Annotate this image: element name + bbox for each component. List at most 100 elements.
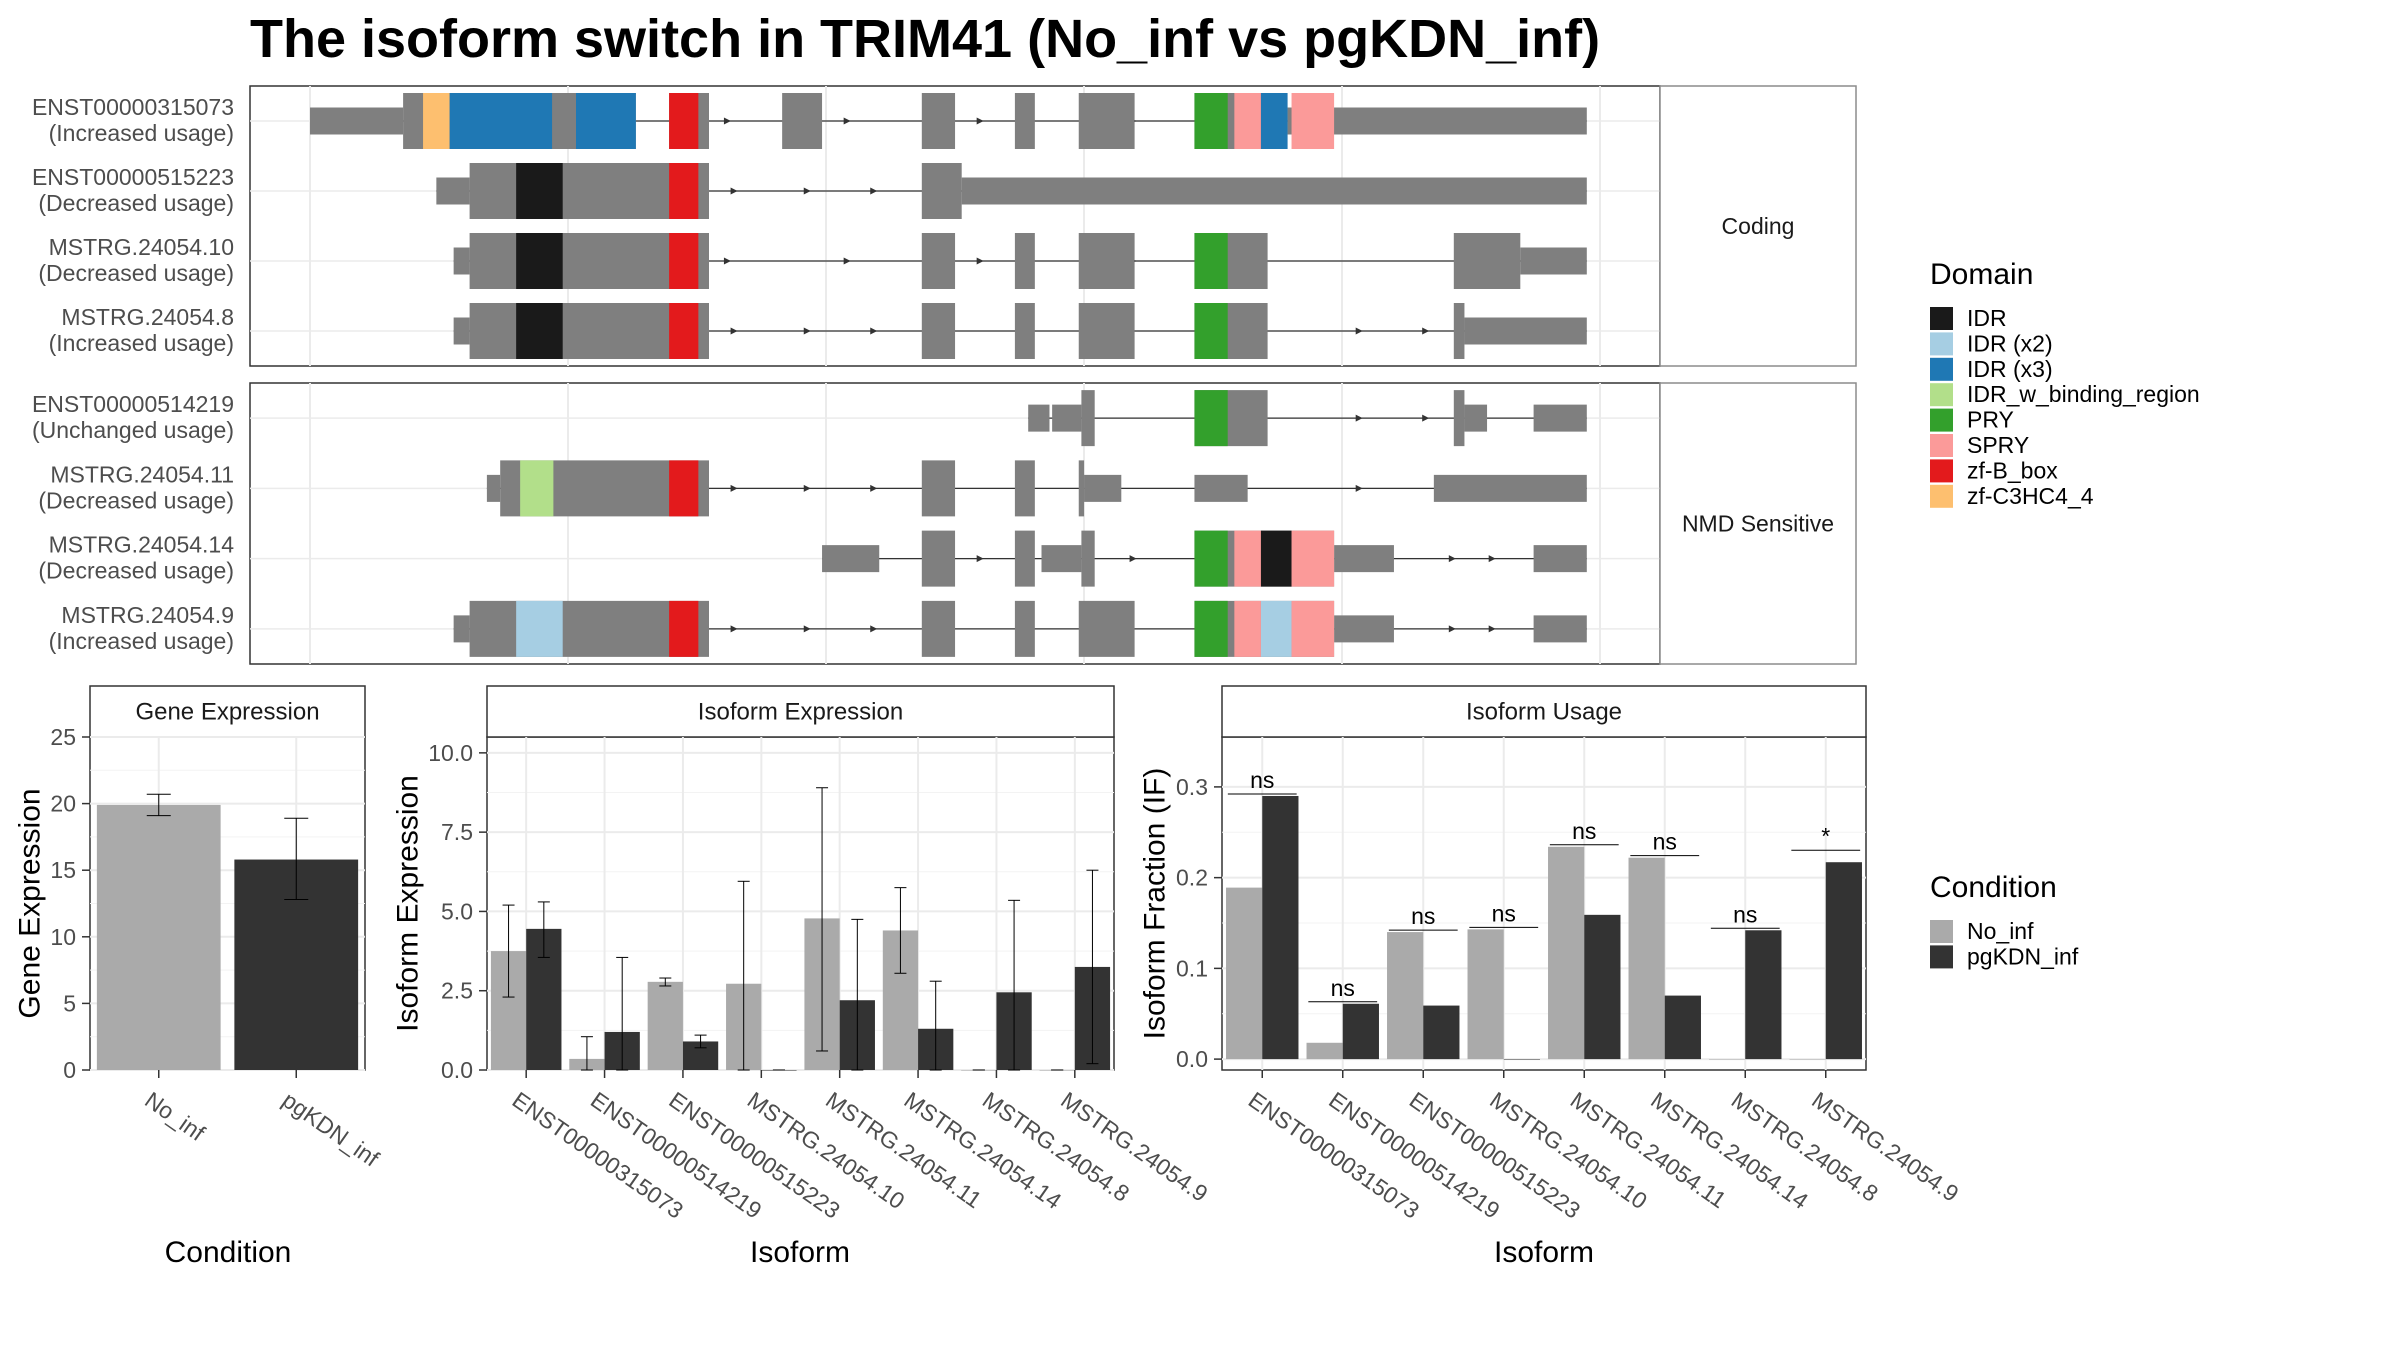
domain-block xyxy=(669,163,699,219)
y-tick-label: 20 xyxy=(50,791,76,817)
error-bar xyxy=(816,787,829,1052)
x-axis-title: Condition xyxy=(165,1236,292,1269)
utr-exon xyxy=(1433,474,1587,502)
transcript-row: MSTRG.24054.9(Increased usage) xyxy=(49,600,1587,657)
transcript-name: ENST00000514219 xyxy=(32,391,234,417)
cds-exon xyxy=(1078,93,1135,149)
domain-block xyxy=(516,600,563,657)
facet-strip xyxy=(1221,685,1867,738)
legend-label: zf-B_box xyxy=(1967,457,2058,483)
domain-block xyxy=(449,93,553,149)
domain-block xyxy=(1260,530,1292,587)
domain-block xyxy=(669,233,699,289)
bar xyxy=(1503,1059,1540,1060)
legend-label: SPRY xyxy=(1967,432,2029,458)
domain-block xyxy=(423,93,450,149)
x-tick-label: MSTRG.24054.9 xyxy=(1807,1087,1963,1207)
strand-arrow xyxy=(730,327,738,335)
y-tick-label: 7.5 xyxy=(441,819,473,845)
utr-exon xyxy=(1287,107,1587,135)
bar xyxy=(96,804,221,1070)
cds-exon xyxy=(921,163,962,219)
facet-label: Coding xyxy=(1722,213,1795,239)
utr-exon xyxy=(1464,317,1587,345)
figure-title: The isoform switch in TRIM41 (No_inf vs … xyxy=(250,9,1600,69)
chart-title: Isoform Usage xyxy=(1466,699,1622,726)
strand-arrow xyxy=(1488,555,1496,563)
bar xyxy=(1342,1003,1379,1060)
utr-exon xyxy=(453,615,470,643)
strand-arrow xyxy=(730,625,738,633)
domain-block xyxy=(1194,233,1228,289)
bar xyxy=(1226,887,1263,1060)
bar xyxy=(1664,995,1701,1060)
structure-panel-nmd-sensitive: NMD Sensitive ENST00000514219(Unchanged u… xyxy=(32,382,1857,665)
legend-swatch xyxy=(1930,357,1953,381)
legend-label: PRY xyxy=(1967,407,2014,433)
y-tick-label: 25 xyxy=(50,724,76,750)
bar xyxy=(1584,914,1621,1060)
transcript-name: MSTRG.24054.9 xyxy=(61,602,234,628)
error-bar xyxy=(537,901,550,958)
y-axis-title: Isoform Expression xyxy=(392,775,425,1032)
facet-strip xyxy=(1659,85,1857,367)
error-bar xyxy=(502,904,515,998)
domain-block xyxy=(516,233,563,289)
facet-strip xyxy=(486,685,1115,738)
transcript-row: MSTRG.24054.10(Decreased usage) xyxy=(38,233,1587,289)
transcript-usage: (Increased usage) xyxy=(49,628,234,654)
strand-arrow xyxy=(1422,414,1430,422)
domain-block xyxy=(1194,530,1228,587)
cds-exon xyxy=(1453,303,1465,359)
chart-isoform-usage: Isoform Usage 0.0 0.1 0.2 0.3 ns ns ns ns ns ns ns *… xyxy=(1139,685,1964,1269)
legend-swatch xyxy=(1930,945,1953,969)
utr-exon xyxy=(1084,474,1122,502)
domain-block xyxy=(1260,600,1292,657)
legend-swatch xyxy=(1930,459,1953,483)
bar xyxy=(647,981,683,1070)
legend-swatch xyxy=(1930,484,1953,508)
cds-exon xyxy=(1014,233,1035,289)
strand-arrow xyxy=(1129,555,1137,563)
cds-exon xyxy=(921,460,956,517)
transcript-name: MSTRG.24054.11 xyxy=(50,461,234,487)
y-tick-label: 0.0 xyxy=(1176,1046,1208,1072)
facet-strip xyxy=(89,685,366,738)
strand-arrow xyxy=(803,484,811,492)
transcript-row: MSTRG.24054.11(Decreased usage) xyxy=(38,460,1587,517)
utr-exon xyxy=(453,317,470,345)
strand-arrow xyxy=(1488,625,1496,633)
strand-arrow xyxy=(723,257,731,265)
bar xyxy=(1628,857,1665,1060)
transcript-row: MSTRG.24054.8(Increased usage) xyxy=(49,303,1587,359)
strand-arrow xyxy=(870,187,878,195)
strand-arrow xyxy=(1422,327,1430,335)
strand-arrow xyxy=(976,117,984,125)
cds-exon xyxy=(1078,233,1135,289)
domain-block xyxy=(1194,600,1228,657)
cds-exon xyxy=(1078,460,1085,517)
domain-block xyxy=(669,460,699,517)
domain-block xyxy=(669,93,699,149)
significance-label: ns xyxy=(1250,767,1274,793)
utr-exon xyxy=(1334,545,1394,573)
transcript-name: MSTRG.24054.8 xyxy=(61,304,234,330)
error-bar xyxy=(659,977,672,987)
error-bar xyxy=(1008,899,1021,1071)
domain-block xyxy=(1291,530,1335,587)
domain-block xyxy=(669,600,699,657)
error-bar xyxy=(894,887,907,974)
bar xyxy=(1423,1005,1460,1060)
strand-arrow xyxy=(1355,484,1363,492)
legend-swatch xyxy=(1930,307,1953,330)
y-axis-title: Gene Expression xyxy=(14,788,47,1018)
utr-exon xyxy=(961,177,1587,205)
chart-isoform-expression: Isoform Expression0.02.55.07.510.0ENST00… xyxy=(392,685,1213,1269)
transcript-usage: (Decreased usage) xyxy=(38,558,234,584)
domain-block xyxy=(1234,93,1261,149)
legend-swatch xyxy=(1930,920,1953,943)
chart-gene-expression: Gene Expression 0 5 10 15 20 25 No_inf pgKDN_inf… xyxy=(14,685,384,1269)
strand-arrow xyxy=(1448,555,1456,563)
